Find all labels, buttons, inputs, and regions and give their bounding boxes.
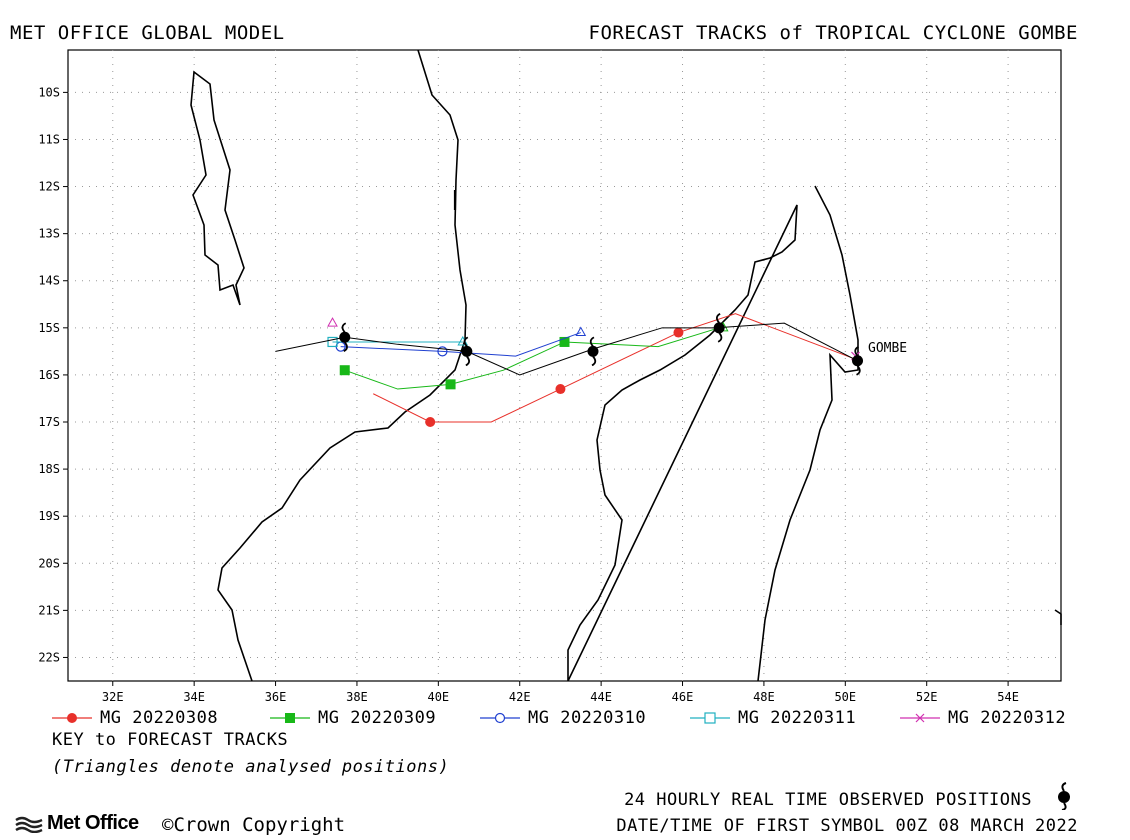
- lat-tick-label: 21S: [38, 603, 60, 617]
- track-marker: [559, 336, 570, 347]
- madagascar-west-coast: [567, 204, 798, 682]
- cyclone-arm: [341, 322, 347, 333]
- model-title: MET OFFICE GLOBAL MODEL: [10, 22, 285, 44]
- axis-labels: 32E 34E 36E 38E 40E 42E 44E 46E 48E 50E 52E 54E 10S 1…: [38, 85, 1019, 704]
- cyclone-arm: [591, 355, 597, 367]
- cyclone-core: [587, 345, 599, 357]
- lat-tick-label: 22S: [38, 650, 60, 664]
- lon-tick-label: 32E: [102, 690, 124, 704]
- lon-tick-label: 46E: [672, 690, 694, 704]
- legend-label: MG 20220308: [100, 708, 219, 728]
- cyclone-core: [461, 345, 473, 357]
- observed-positions-label: 24 HOURLY REAL TIME OBSERVED POSITIONS: [624, 790, 1032, 810]
- cyclone-arm: [856, 365, 861, 376]
- lat-tick-label: 16S: [38, 368, 60, 382]
- lon-tick-label: 36E: [265, 690, 287, 704]
- lon-tick-label: 50E: [834, 690, 856, 704]
- magenta-cross-icon: [900, 713, 940, 723]
- legend-item-20220311: MG 20220311: [688, 708, 856, 728]
- coast-fragment: [1054, 609, 1062, 625]
- waves-icon: [15, 816, 43, 833]
- legend-item-20220308: MG 20220308: [50, 708, 218, 728]
- legend-label: MG 20220310: [528, 708, 647, 728]
- red-circle-icon: [52, 713, 92, 723]
- forecast-track-line: [340, 332, 581, 357]
- legend-item-20220309: MG 20220309: [268, 708, 436, 728]
- lon-tick-label: 40E: [427, 690, 449, 704]
- legend-item-20220312: MG 20220312: [898, 708, 1066, 728]
- cyclone-arm: [463, 336, 469, 347]
- blue-open-circle-icon: [480, 712, 520, 724]
- lon-tick-label: 48E: [753, 690, 775, 704]
- legend-item-20220310: MG 20220310: [478, 708, 646, 728]
- observed-track-line: [275, 322, 858, 376]
- coastlines: [190, 49, 1062, 682]
- forecast-track-line: [344, 327, 720, 390]
- track-marker: [339, 365, 350, 376]
- map-frame: [67, 49, 1062, 682]
- cyclone-symbol-icon: [852, 345, 864, 376]
- madagascar-coastline: [757, 185, 859, 682]
- lat-tick-label: 19S: [38, 509, 60, 523]
- lat-tick-label: 17S: [38, 415, 60, 429]
- copyright-notice: ©Crown Copyright: [162, 814, 346, 836]
- storm-label: GOMBE: [868, 341, 907, 356]
- lon-tick-label: 52E: [916, 690, 938, 704]
- track-marker: [437, 346, 448, 357]
- analysed-triangle: [575, 326, 587, 337]
- lon-tick-label: 44E: [590, 690, 612, 704]
- first-symbol-date-label: DATE/TIME OF FIRST SYMBOL 00Z 08 MARCH 2…: [616, 816, 1078, 836]
- met-office-logo: Met Office: [14, 812, 139, 835]
- africa-coastline: [217, 49, 467, 682]
- grid-lines: [68, 50, 1061, 681]
- track-marker: [327, 336, 338, 348]
- forecast-tracks: [327, 313, 860, 428]
- cyclone-symbol-icon: [461, 336, 473, 367]
- key-subtitle: (Triangles denote analysed positions): [52, 757, 450, 777]
- chart-title: FORECAST TRACKS of TROPICAL CYCLONE GOMB…: [588, 22, 1078, 44]
- lon-tick-label: 42E: [509, 690, 531, 704]
- cyclone-core: [339, 331, 351, 343]
- lat-tick-label: 18S: [38, 462, 60, 476]
- cyclone-arm: [854, 345, 859, 357]
- cyclone-symbol-icon: [587, 336, 599, 367]
- key-title: KEY to FORECAST TRACKS: [52, 730, 289, 750]
- lat-tick-label: 12S: [38, 180, 60, 194]
- cyclone-arm: [717, 332, 723, 343]
- legend-label: MG 20220311: [738, 708, 857, 728]
- lat-tick-label: 13S: [38, 227, 60, 241]
- cyclone-core: [852, 355, 864, 367]
- legend-label: MG 20220309: [318, 708, 437, 728]
- cyclone-symbol-icon: [1058, 782, 1070, 810]
- observed-positions: [275, 313, 864, 376]
- lon-tick-label: 54E: [997, 690, 1019, 704]
- lon-tick-label: 38E: [346, 690, 368, 704]
- analysed-triangle: [327, 317, 338, 327]
- track-marker: [445, 379, 456, 390]
- cyclone-core: [713, 322, 725, 334]
- lake-outline: [190, 70, 245, 306]
- track-marker: [673, 327, 684, 338]
- lat-tick-label: 15S: [38, 321, 60, 335]
- lat-tick-label: 10S: [38, 85, 60, 99]
- lat-tick-label: 14S: [38, 274, 60, 288]
- cyclone-symbol-icon: [339, 322, 351, 353]
- cyclone-arm: [589, 336, 595, 347]
- track-marker: [555, 384, 566, 395]
- track-marker: [425, 417, 436, 428]
- cyclone-arm: [715, 313, 721, 324]
- lat-tick-label: 11S: [38, 132, 60, 146]
- cyclone-symbol-icon: [713, 313, 725, 343]
- lon-tick-label: 34E: [183, 690, 205, 704]
- lat-tick-label: 20S: [38, 556, 60, 570]
- cyclone-arm: [465, 355, 470, 367]
- green-square-icon: [270, 713, 310, 723]
- cyclone-arm: [343, 341, 348, 353]
- cyan-open-square-icon: [690, 712, 730, 724]
- legend-label: MG 20220312: [948, 708, 1067, 728]
- brand-name: Met Office: [47, 812, 139, 834]
